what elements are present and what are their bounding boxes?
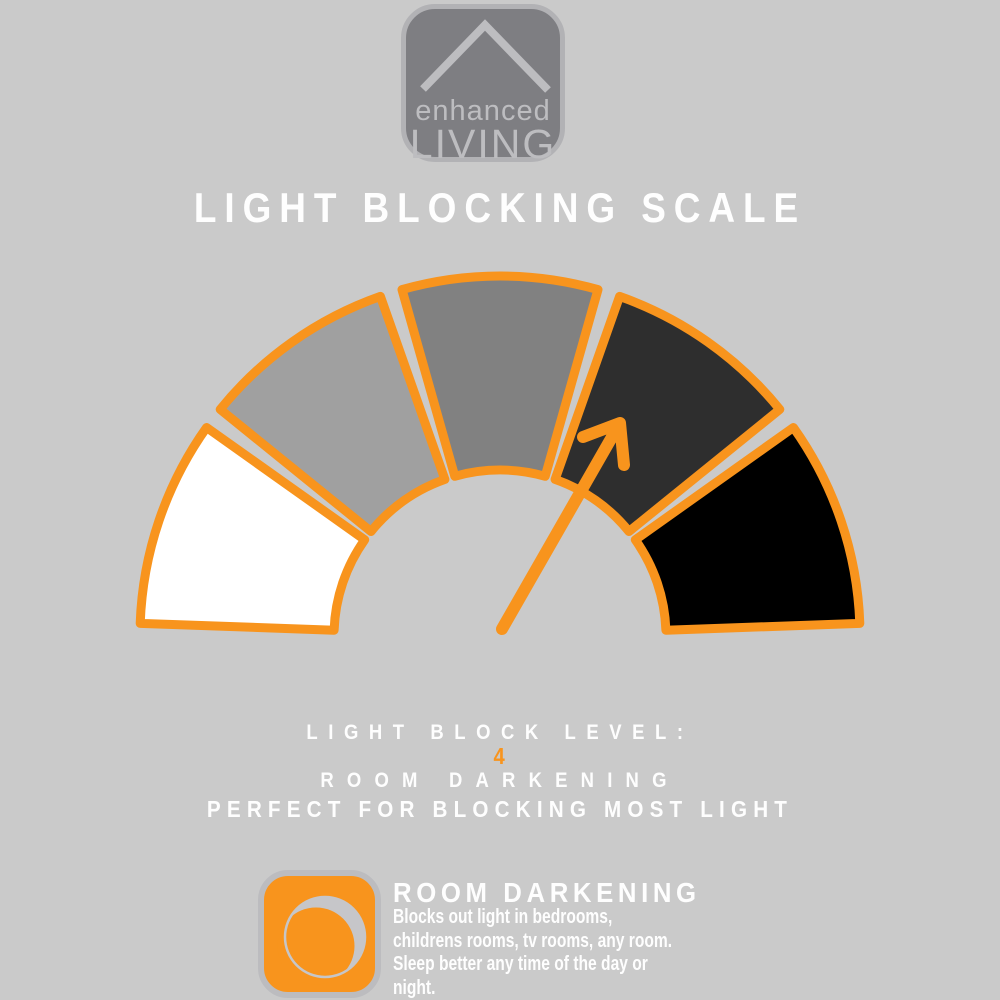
- level-tagline: PERFECT FOR BLOCKING MOST LIGHT: [206, 796, 794, 822]
- brand-name-line2: LIVING: [409, 121, 557, 167]
- feature-heading: ROOM DARKENING: [393, 877, 701, 908]
- brand-name-line1: enhanced: [415, 95, 551, 127]
- level-value: 4: [493, 743, 507, 769]
- gauge-needle-arrow: [496, 417, 630, 635]
- moon-glyph: [277, 895, 367, 985]
- feature-description-line: Blocks out light in bedrooms,: [393, 906, 613, 928]
- feature-description: Blocks out light in bedrooms, childrens …: [393, 906, 672, 1000]
- brand-logo: enhanced LIVING: [401, 4, 565, 167]
- gauge-segment-level-5: [630, 423, 865, 635]
- feature-description-line: Sleep better any time of the day or: [393, 953, 648, 975]
- feature-description-line: childrens rooms, tv rooms, any room.: [393, 929, 673, 952]
- roof-icon: [420, 19, 551, 93]
- gauge-segment-level-2: [215, 291, 450, 536]
- level-label: LIGHT BLOCK LEVEL:: [306, 721, 694, 744]
- feature-description-line: night.: [393, 976, 436, 999]
- level-name: ROOM DARKENING: [320, 769, 680, 792]
- gauge-segment-level-1: [135, 423, 370, 635]
- page-title: LIGHT BLOCKING SCALE: [193, 184, 807, 231]
- moon-icon: [258, 870, 381, 998]
- gauge-segment-level-3: [397, 271, 603, 481]
